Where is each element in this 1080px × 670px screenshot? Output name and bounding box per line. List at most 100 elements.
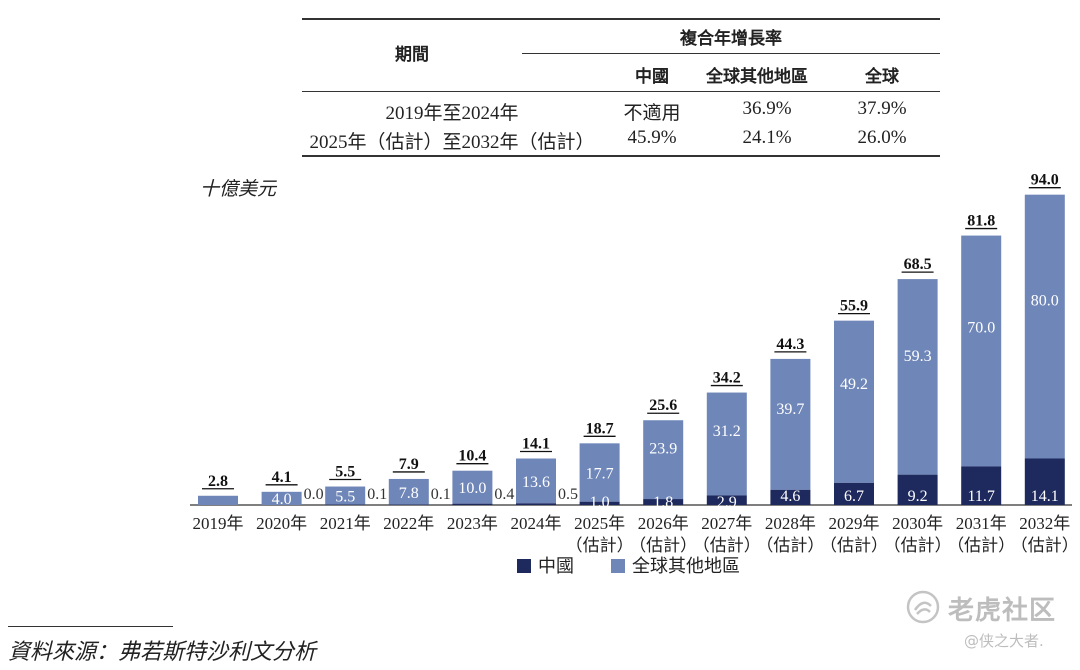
table-bottom-rule <box>302 155 940 157</box>
legend-swatch-rest-of-world <box>611 559 625 573</box>
x-tick-sublabel-9: （估計） <box>756 536 824 555</box>
x-tick-label-8: 2027年 <box>701 514 752 533</box>
x-tick-label-3: 2022年 <box>383 514 434 533</box>
bar-rest-of-world-3 <box>388 478 429 505</box>
total-label-8: 34.2 <box>713 370 741 387</box>
rest-value-label-11: 59.3 <box>904 348 932 365</box>
bar-china-4 <box>452 503 493 505</box>
row2-china: 45.9% <box>627 127 677 148</box>
china-value-label-11: 9.2 <box>908 488 928 505</box>
row1-period: 2019年至2024年 <box>385 103 519 124</box>
china-value-label-13: 14.1 <box>1031 488 1059 505</box>
x-tick-label-12: 2031年 <box>956 514 1007 533</box>
china-value-label-5: 0.5 <box>558 486 578 503</box>
bar-rest-of-world-10 <box>834 320 874 483</box>
total-label-11: 68.5 <box>904 256 932 273</box>
x-tick-sublabel-10: （估計） <box>820 536 888 555</box>
x-tick-label-9: 2028年 <box>765 514 816 533</box>
rest-value-label-3: 7.8 <box>399 485 419 502</box>
rest-value-label-12: 70.0 <box>967 320 995 337</box>
header-bottom-rule <box>302 91 940 92</box>
china-value-label-9: 4.6 <box>780 488 800 505</box>
china-value-label-8: 2.9 <box>717 494 737 511</box>
source-footnote: 資料來源：弗若斯特沙利文分析 <box>8 639 317 664</box>
china-value-label-4: 0.4 <box>494 486 514 503</box>
bar-china-6 <box>579 501 620 505</box>
global-header: 全球 <box>865 67 899 87</box>
total-label-13: 94.0 <box>1031 172 1059 189</box>
watermark-subtitle: @侠之大者. <box>964 632 1044 650</box>
rest-value-label-2: 5.5 <box>335 489 355 506</box>
china-value-label-1: 0.0 <box>304 486 324 503</box>
bar-rest-of-world-11 <box>897 279 938 475</box>
rest-value-label-9: 39.7 <box>776 401 804 418</box>
row1-china: 不適用 <box>623 103 681 124</box>
total-label-3: 7.9 <box>399 456 419 473</box>
bar-rest-of-world-4 <box>452 470 493 504</box>
x-tick-sublabel-13: （估計） <box>1011 536 1079 555</box>
x-tick-label-1: 2020年 <box>256 514 307 533</box>
total-label-10: 55.9 <box>840 298 868 315</box>
row2-period: 2025年（估計）至2032年（估計） <box>309 132 595 153</box>
china-value-label-12: 11.7 <box>967 488 994 505</box>
china-value-label-3: 0.1 <box>431 486 451 503</box>
x-tick-label-10: 2029年 <box>829 514 880 533</box>
total-label-0: 2.8 <box>208 473 228 490</box>
rest-value-label-1: 4.0 <box>272 491 292 508</box>
bar-china-10 <box>834 482 874 505</box>
china-header: 中國 <box>635 67 669 87</box>
x-tick-label-4: 2023年 <box>447 514 498 533</box>
legend-label-rest-of-world: 全球其他地區 <box>632 556 740 576</box>
row1-rest: 36.9% <box>742 98 792 119</box>
china-value-label-7: 1.8 <box>653 494 673 511</box>
bar-china-12 <box>961 466 1002 505</box>
china-value-label-10: 6.7 <box>844 488 864 505</box>
x-tick-sublabel-11: （估計） <box>884 536 952 555</box>
x-tick-sublabel-8: （估計） <box>693 536 761 555</box>
china-value-label-6: 1.0 <box>590 494 610 511</box>
row1-global: 37.9% <box>857 98 907 119</box>
rest-value-label-5: 13.6 <box>522 474 550 491</box>
x-tick-label-13: 2032年 <box>1019 514 1070 533</box>
bar-rest-of-world-2 <box>325 486 366 505</box>
bar-rest-of-world-9 <box>770 358 811 490</box>
total-label-12: 81.8 <box>967 213 995 230</box>
rest-value-label-7: 23.9 <box>649 440 677 457</box>
x-tick-label-11: 2030年 <box>892 514 943 533</box>
watermark: 老虎社区 @侠之大者. <box>906 590 1066 662</box>
bar-rest-of-world-7 <box>643 420 684 500</box>
total-label-5: 14.1 <box>522 436 550 453</box>
bar-rest-of-world-13 <box>1024 194 1065 459</box>
china-value-label-2: 0.1 <box>367 486 387 503</box>
rest-value-label-8: 31.2 <box>713 423 741 440</box>
unit-label: 十億美元 <box>200 179 277 200</box>
total-label-7: 25.6 <box>649 397 677 414</box>
x-tick-sublabel-12: （估計） <box>947 536 1015 555</box>
bar-rest-of-world-1 <box>261 491 302 505</box>
x-tick-label-5: 2024年 <box>511 514 562 533</box>
cagr-table: 期間 複合年增長率 中國 全球其他地區 全球 2019年至2024年 不適用 3… <box>302 18 940 157</box>
bar-rest-of-world-5 <box>516 458 556 504</box>
bar-china-5 <box>516 503 556 505</box>
total-label-9: 44.3 <box>776 336 804 353</box>
row2-rest: 24.1% <box>742 127 792 148</box>
rest-value-label-6: 17.7 <box>586 466 614 483</box>
x-tick-label-0: 2019年 <box>193 514 244 533</box>
x-tick-sublabel-7: （估計） <box>629 536 697 555</box>
bar-rest-of-world-6 <box>579 443 620 502</box>
rest-of-world-header: 全球其他地區 <box>706 67 808 87</box>
cagr-group-header: 複合年增長率 <box>680 29 782 49</box>
tiger-logo-icon <box>906 590 940 624</box>
total-label-6: 18.7 <box>586 420 614 437</box>
legend-swatch-china <box>517 559 531 573</box>
x-tick-label-6: 2025年 <box>574 514 625 533</box>
footnote-rule <box>8 626 173 627</box>
rest-value-label-13: 80.0 <box>1031 292 1059 309</box>
table-top-rule <box>302 18 940 20</box>
total-label-2: 5.5 <box>335 464 355 481</box>
x-tick-sublabel-6: （估計） <box>566 536 634 555</box>
period-header: 期間 <box>395 45 429 65</box>
rest-value-label-10: 49.2 <box>840 376 868 393</box>
row2-global: 26.0% <box>857 127 907 148</box>
